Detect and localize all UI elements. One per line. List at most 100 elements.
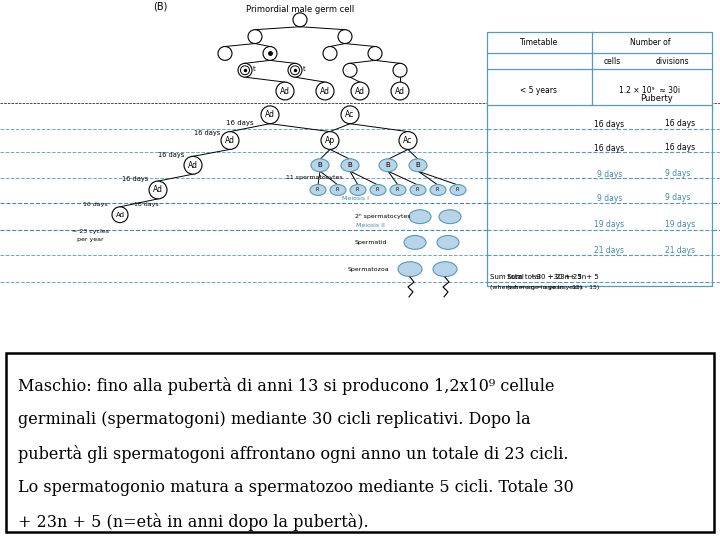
Circle shape xyxy=(248,30,262,44)
Text: 16 days: 16 days xyxy=(226,120,254,126)
Bar xyxy=(487,105,712,286)
Circle shape xyxy=(399,132,417,150)
Circle shape xyxy=(341,106,359,124)
Text: B: B xyxy=(386,162,390,168)
Text: cells: cells xyxy=(603,57,621,66)
Circle shape xyxy=(323,46,337,60)
Text: Ap: Ap xyxy=(325,136,335,145)
Text: 16 days: 16 days xyxy=(665,143,695,152)
Text: Ad: Ad xyxy=(320,86,330,96)
Circle shape xyxy=(240,66,250,75)
Text: 16 days: 16 days xyxy=(665,119,695,128)
Text: PI: PI xyxy=(336,187,340,192)
Text: B: B xyxy=(348,162,352,168)
Circle shape xyxy=(184,157,202,174)
Text: 16 days: 16 days xyxy=(84,202,108,207)
Text: germinali (spermatogoni) mediante 30 cicli replicativi. Dopo la: germinali (spermatogoni) mediante 30 cic… xyxy=(18,411,531,428)
Text: divisions: divisions xyxy=(655,57,689,66)
Text: PI: PI xyxy=(436,187,440,192)
Ellipse shape xyxy=(398,262,422,276)
Text: Puberty: Puberty xyxy=(640,94,672,104)
Text: Ad: Ad xyxy=(265,110,275,119)
Text: Meiosis I: Meiosis I xyxy=(341,197,369,201)
Text: 19 days: 19 days xyxy=(595,220,624,229)
Circle shape xyxy=(316,82,334,100)
Circle shape xyxy=(261,106,279,124)
Circle shape xyxy=(288,63,302,77)
Ellipse shape xyxy=(310,185,326,195)
Text: per year: per year xyxy=(77,237,103,242)
Text: Ac: Ac xyxy=(346,110,355,119)
Text: t: t xyxy=(302,66,305,72)
Ellipse shape xyxy=(370,185,386,195)
Text: 18 days: 18 days xyxy=(134,202,158,207)
Text: Ad: Ad xyxy=(395,86,405,96)
Circle shape xyxy=(368,46,382,60)
Circle shape xyxy=(351,82,369,100)
Text: Ac: Ac xyxy=(403,136,413,145)
Ellipse shape xyxy=(379,159,397,172)
Text: Spermatid: Spermatid xyxy=(355,240,387,245)
Text: Ad: Ad xyxy=(355,86,365,96)
Text: Timetable: Timetable xyxy=(520,38,558,47)
Text: Primordial male germ cell: Primordial male germ cell xyxy=(246,5,354,15)
Ellipse shape xyxy=(311,159,329,172)
Text: PI: PI xyxy=(396,187,400,192)
Circle shape xyxy=(276,82,294,100)
Text: Ad: Ad xyxy=(225,136,235,145)
Text: pubertà gli spermatogoni affrontano ogni anno un totale di 23 cicli.: pubertà gli spermatogoni affrontano ogni… xyxy=(18,445,569,463)
Ellipse shape xyxy=(409,159,427,172)
Text: Ad: Ad xyxy=(188,161,198,170)
Text: Lo spermatogonio matura a spermatozoo mediante 5 cicli. Totale 30: Lo spermatogonio matura a spermatozoo me… xyxy=(18,479,574,496)
Circle shape xyxy=(221,132,239,150)
Ellipse shape xyxy=(450,185,466,195)
Ellipse shape xyxy=(404,235,426,249)
Ellipse shape xyxy=(390,185,406,195)
Ellipse shape xyxy=(430,185,446,195)
Circle shape xyxy=(343,63,357,77)
Text: PI: PI xyxy=(316,187,320,192)
Text: PI: PI xyxy=(456,187,460,192)
Text: Ad: Ad xyxy=(153,185,163,194)
Text: PI: PI xyxy=(416,187,420,192)
Ellipse shape xyxy=(433,262,457,276)
Text: Maschio: fino alla pubertà di anni 13 si producono 1,2x10⁹ cellule: Maschio: fino alla pubertà di anni 13 si… xyxy=(18,377,554,395)
Circle shape xyxy=(263,46,277,60)
Text: PI: PI xyxy=(376,187,380,192)
Circle shape xyxy=(112,207,128,222)
FancyBboxPatch shape xyxy=(6,353,714,532)
Ellipse shape xyxy=(437,235,459,249)
Text: (B): (B) xyxy=(153,2,167,12)
Text: + 23n + 5 (n=età in anni dopo la pubertà).: + 23n + 5 (n=età in anni dopo la pubertà… xyxy=(18,513,369,531)
Circle shape xyxy=(293,13,307,26)
Text: 9 days: 9 days xyxy=(597,170,622,179)
Ellipse shape xyxy=(350,185,366,195)
Text: B: B xyxy=(318,162,323,168)
Text: Ad: Ad xyxy=(115,212,125,218)
Text: 21 days: 21 days xyxy=(595,246,624,255)
Ellipse shape xyxy=(410,185,426,195)
Ellipse shape xyxy=(439,210,461,224)
Text: Spermatozoa: Spermatozoa xyxy=(348,267,390,272)
Text: 21 days: 21 days xyxy=(665,246,695,255)
Text: 1.2 × 10⁹  ≈ 30i: 1.2 × 10⁹ ≈ 30i xyxy=(619,85,680,94)
Text: t: t xyxy=(253,66,256,72)
Circle shape xyxy=(338,30,352,44)
Circle shape xyxy=(218,46,232,60)
Circle shape xyxy=(391,82,409,100)
Text: < 5 years: < 5 years xyxy=(521,85,557,94)
Text: B: B xyxy=(415,162,420,168)
Text: PI: PI xyxy=(356,187,360,192)
Circle shape xyxy=(393,63,407,77)
Text: 16 days: 16 days xyxy=(122,176,148,182)
Text: 9 days: 9 days xyxy=(597,194,622,204)
Text: Number of: Number of xyxy=(630,38,670,47)
Text: 16 days: 16 days xyxy=(595,144,624,153)
Text: (where n = age in years - 15): (where n = age in years - 15) xyxy=(507,286,599,291)
Text: 16 days: 16 days xyxy=(158,152,184,158)
Circle shape xyxy=(238,63,252,77)
Text: 9 days: 9 days xyxy=(665,168,690,178)
Text: 19 days: 19 days xyxy=(665,220,695,229)
Bar xyxy=(487,32,712,111)
Ellipse shape xyxy=(330,185,346,195)
